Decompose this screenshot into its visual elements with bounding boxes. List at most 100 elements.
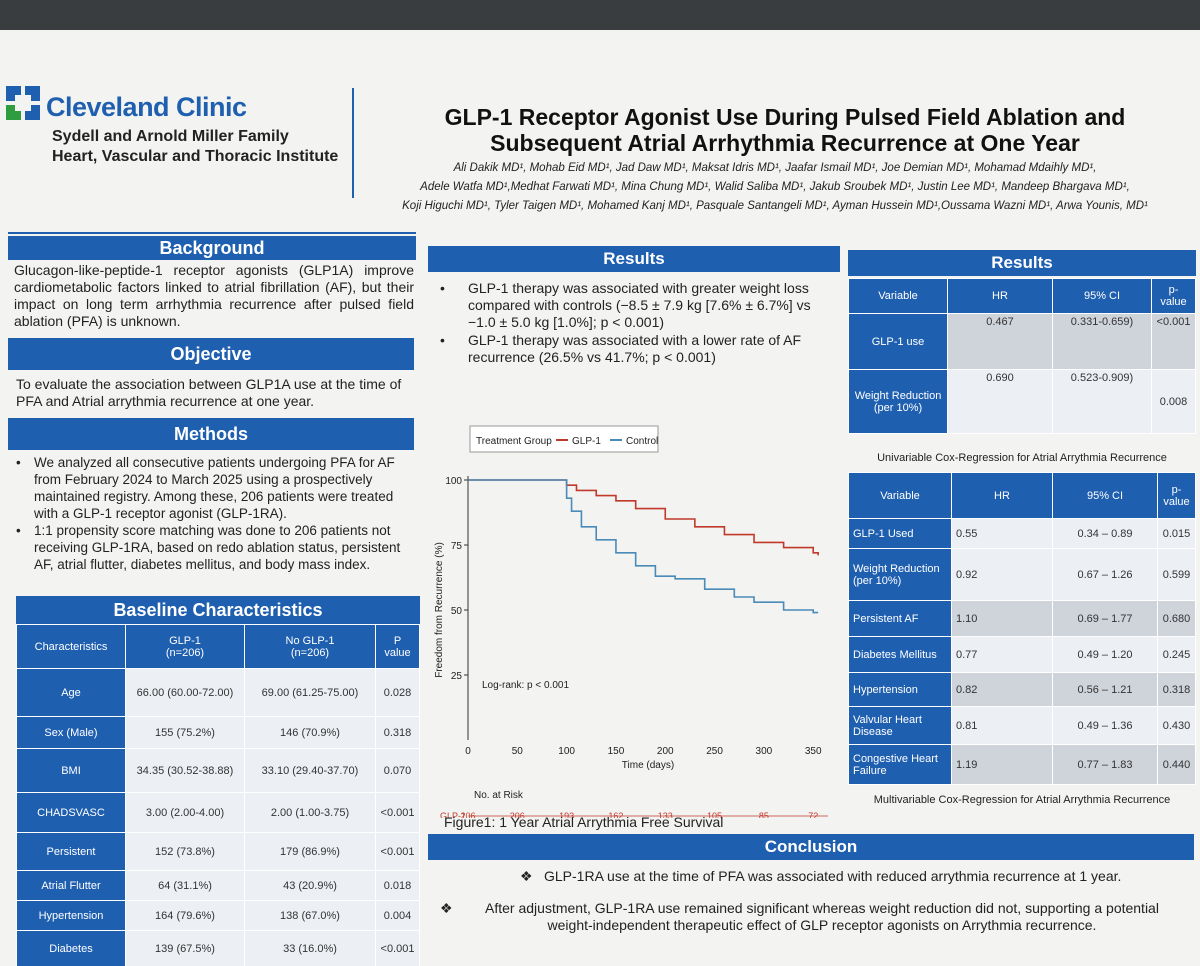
multi-cell: 0.318 [1157, 672, 1196, 707]
risk-table-title: No. at Risk [474, 790, 524, 801]
conclusion-heading: Conclusion [428, 834, 1194, 860]
multivariable-table: Variable HR 95% CI p-value GLP-1 Used 0.… [848, 472, 1196, 785]
table-row: Weight Reduction (per 10%) 0.690 0.523-0… [848, 369, 1196, 434]
multi-row-label: Persistent AF [848, 600, 952, 637]
org-name: Cleveland Clinic [46, 92, 247, 122]
baseline-cell: <0.001 [375, 930, 420, 966]
y-tick-label: 25 [451, 671, 463, 682]
authors-line1: Ali Dakik MD¹, Mohab Eid MD¹, Jad Daw MD… [453, 162, 1097, 174]
baseline-cell: 64 (31.1%) [125, 870, 245, 901]
multi-cell: 0.015 [1157, 518, 1196, 549]
table-row: Sex (Male) 155 (75.2%) 146 (70.9%) 0.318 [16, 716, 420, 749]
multi-cell: 0.599 [1157, 548, 1196, 601]
baseline-table: Characteristics GLP-1 (n=206) No GLP-1 (… [16, 624, 420, 966]
table-row: Hypertension 164 (79.6%) 138 (67.0%) 0.0… [16, 900, 420, 931]
x-tick-label: 50 [512, 746, 524, 757]
multi-cell: 0.77 – 1.83 [1052, 744, 1158, 785]
risk-value: 133 [658, 811, 673, 818]
table-row: Diabetes 139 (67.5%) 33 (16.0%) <0.001 [16, 930, 420, 966]
risk-table: No. at RiskGLP-12062061931621331058572Co… [440, 790, 828, 818]
clinic-logo-icon [6, 86, 40, 120]
baseline-cell: 43 (20.9%) [244, 870, 376, 901]
x-tick-label: 250 [706, 746, 723, 757]
multivariable-caption: Multivariable Cox-Regression for Atrial … [873, 794, 1171, 806]
baseline-cell: <0.001 [375, 792, 420, 833]
table-row: Atrial Flutter 64 (31.1%) 43 (20.9%) 0.0… [16, 870, 420, 901]
multi-row-label: Weight Reduction (per 10%) [848, 548, 952, 601]
multi-row-label: Valvular Heart Disease [848, 706, 952, 745]
risk-value: 85 [759, 811, 769, 818]
baseline-cell: 33.10 (29.40-37.70) [244, 748, 376, 793]
baseline-cell: 179 (86.9%) [244, 832, 376, 871]
results-bullet2: • GLP-1 therapy was associated with a lo… [440, 332, 830, 366]
multi-cell: 0.34 – 0.89 [1052, 518, 1158, 549]
poster-title-line2: Subsequent Atrial Arrhythmia Recurrence … [490, 130, 1080, 156]
multi-cell: 0.49 – 1.20 [1052, 636, 1158, 673]
x-tick-label: 300 [756, 746, 773, 757]
baseline-cell: 33 (16.0%) [244, 930, 376, 966]
multi-row-label: Congestive Heart Failure [848, 744, 952, 785]
baseline-row-label: Atrial Flutter [16, 870, 126, 901]
baseline-col-characteristics: Characteristics [16, 624, 126, 669]
multi-cell: 0.245 [1157, 636, 1196, 673]
results-mid-heading: Results [428, 246, 840, 272]
baseline-cell: 155 (75.2%) [125, 716, 245, 749]
baseline-cell: 3.00 (2.00-4.00) [125, 792, 245, 833]
baseline-row-label: CHADSVASC [16, 792, 126, 833]
results-bullet2-text: GLP-1 therapy was associated with a lowe… [468, 332, 802, 365]
legend-label: GLP-1 [572, 436, 601, 447]
y-axis-label: Freedom from Recurrence (%) [434, 542, 445, 678]
methods-bullet1-text: We analyzed all consecutive patients und… [34, 455, 395, 521]
uni-cell: 0.331-0.659) [1052, 313, 1152, 370]
background-heading: Background [8, 236, 416, 260]
diamond-bullet-icon: ❖ [440, 900, 453, 916]
legend-label: Control [626, 436, 658, 447]
uni-row-label: GLP-1 use [848, 313, 948, 370]
table-row: Persistent AF 1.10 0.69 – 1.77 0.680 [848, 600, 1196, 637]
multi-cell: 0.67 – 1.26 [1052, 548, 1158, 601]
multi-cell: 0.49 – 1.36 [1052, 706, 1158, 745]
methods-bullet2-text: 1:1 propensity score matching was done t… [34, 523, 401, 572]
risk-row-label: GLP-1 [440, 811, 466, 818]
baseline-col-glp: GLP-1 (n=206) [125, 624, 245, 669]
uni-col-ci: 95% CI [1052, 278, 1152, 314]
baseline-cell: 66.00 (60.00-72.00) [125, 668, 245, 717]
multi-cell: 0.680 [1157, 600, 1196, 637]
multi-col-hr: HR [951, 472, 1053, 519]
x-axis-label: Time (days) [622, 760, 674, 771]
baseline-cell: 0.318 [375, 716, 420, 749]
x-tick-label: 150 [608, 746, 625, 757]
uni-cell: 0.467 [947, 313, 1053, 370]
risk-value: 206 [510, 811, 525, 818]
km-curve-glp-1 [468, 479, 819, 556]
methods-bullet2: • 1:1 propensity score matching was done… [16, 522, 410, 573]
x-tick-label: 200 [657, 746, 674, 757]
multi-cell: 0.81 [951, 706, 1053, 745]
uni-col-hr: HR [947, 278, 1053, 314]
objective-heading: Objective [8, 338, 414, 370]
baseline-cell: 152 (73.8%) [125, 832, 245, 871]
x-tick-label: 350 [805, 746, 822, 757]
institute-line1: Sydell and Arnold Miller Family [52, 128, 289, 145]
baseline-col-noglp: No GLP-1 (n=206) [244, 624, 376, 669]
conclusion-bullet2-text: After adjustment, GLP-1RA use remained s… [485, 900, 1159, 933]
table-row: BMI 34.35 (30.52-38.88) 33.10 (29.40-37.… [16, 748, 420, 793]
multi-col-ci: 95% CI [1052, 472, 1158, 519]
left-column-topline [8, 232, 416, 234]
baseline-cell: 34.35 (30.52-38.88) [125, 748, 245, 793]
baseline-row-label: Hypertension [16, 900, 126, 931]
multi-col-p: p-value [1157, 472, 1196, 519]
multi-cell: 0.77 [951, 636, 1053, 673]
multi-cell: 0.69 – 1.77 [1052, 600, 1158, 637]
multi-cell: 0.56 – 1.21 [1052, 672, 1158, 707]
baseline-cell: 0.018 [375, 870, 420, 901]
methods-heading: Methods [8, 418, 414, 450]
baseline-cell: 139 (67.5%) [125, 930, 245, 966]
chart-legend: Treatment Group GLP-1 Control [469, 425, 659, 453]
uni-cell: 0.690 [947, 369, 1053, 434]
poster: Cleveland Clinic Sydell and Arnold Mille… [0, 30, 1200, 966]
risk-value: 72 [808, 811, 818, 818]
baseline-cell: 0.004 [375, 900, 420, 931]
baseline-row-label: Sex (Male) [16, 716, 126, 749]
background-text: Glucagon-like-peptide-1 receptor agonist… [14, 262, 414, 329]
